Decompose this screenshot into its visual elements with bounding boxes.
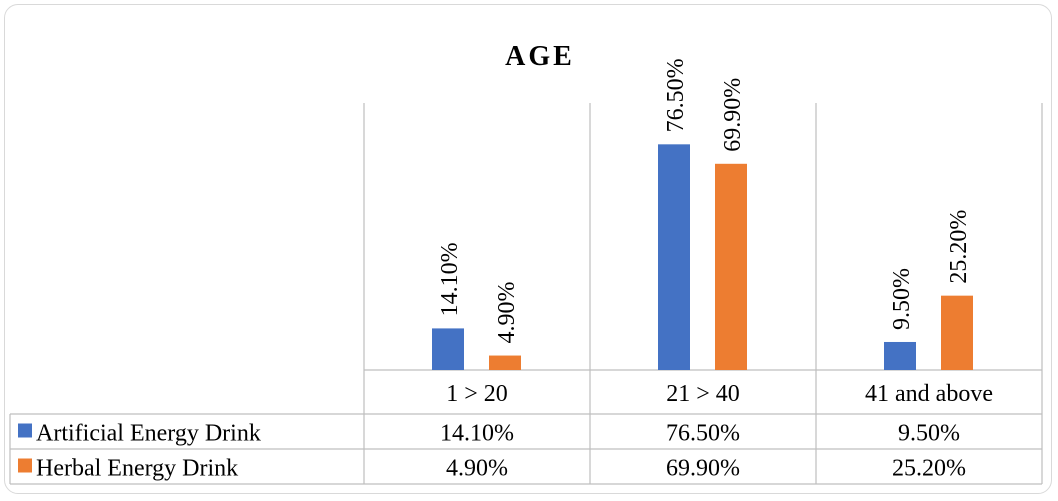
bar-data-label: 14.10%	[437, 242, 463, 316]
legend-swatch	[18, 458, 32, 473]
bar-data-label: 69.90%	[720, 78, 746, 152]
bar-data-label: 4.90%	[494, 282, 520, 344]
bar	[658, 144, 690, 370]
bars	[432, 144, 973, 370]
bar	[432, 328, 464, 370]
chart-title: AGE	[505, 41, 575, 72]
bar	[941, 295, 973, 370]
data-table-values: 14.10% 76.50% 9.50% 4.90% 69.90% 25.20%	[440, 421, 966, 482]
bar-data-label: 25.20%	[946, 210, 972, 284]
category-label: 1 > 20	[446, 381, 508, 407]
bar	[489, 355, 521, 370]
bar-data-label: 9.50%	[889, 268, 915, 330]
legend-label: Artificial Energy Drink	[36, 421, 261, 447]
table-cell-value: 76.50%	[666, 421, 740, 447]
table-cell-value: 4.90%	[446, 456, 508, 482]
legend-label: Herbal Energy Drink	[36, 456, 238, 482]
category-label: 21 > 40	[666, 381, 740, 407]
table-cell-value: 69.90%	[666, 456, 740, 482]
bar-data-label: 76.50%	[663, 58, 689, 132]
table-cell-value: 9.50%	[898, 421, 960, 447]
chart-frame	[4, 4, 1052, 494]
bar	[715, 163, 747, 370]
table-cell-value: 14.10%	[440, 421, 514, 447]
category-labels: 1 > 20 21 > 40 41 and above	[446, 381, 993, 407]
bar	[884, 341, 916, 370]
data-table-legend: Artificial Energy Drink Herbal Energy Dri…	[18, 421, 261, 482]
table-cell-value: 25.20%	[892, 456, 966, 482]
legend-swatch	[18, 423, 32, 438]
data-table-grid	[9, 103, 1043, 485]
category-label: 41 and above	[865, 381, 993, 407]
bar-data-labels: 14.10% 4.90% 76.50% 69.90% 9.50% 25.20%	[437, 58, 972, 343]
